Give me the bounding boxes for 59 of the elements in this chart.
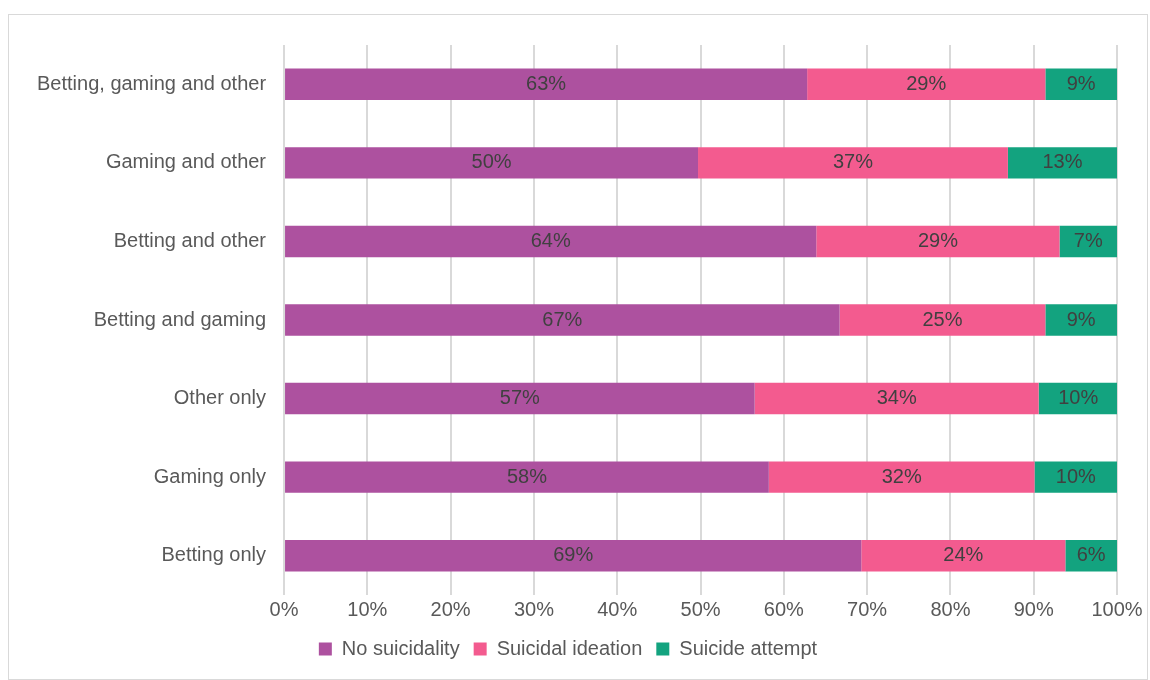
y-tick-label: Betting and other xyxy=(113,228,267,251)
bar xyxy=(839,304,1046,336)
legend-label: Suicidal ideation xyxy=(496,636,643,659)
data-label: 50% xyxy=(471,150,512,173)
data-label: 10% xyxy=(1055,464,1096,487)
legend-label: Suicide attempt xyxy=(679,636,818,659)
data-label: 67% xyxy=(542,307,583,330)
data-label: 29% xyxy=(917,228,959,251)
x-tick-label: 20% xyxy=(430,597,471,620)
y-tick-label: Gaming only xyxy=(153,464,267,487)
y-tick-label: Betting, gaming and other xyxy=(37,71,267,94)
bar xyxy=(1045,304,1117,336)
bar xyxy=(285,382,755,415)
data-label: 34% xyxy=(876,386,917,409)
data-label: 24% xyxy=(943,543,984,566)
data-label: 37% xyxy=(832,150,874,173)
y-tick-label: Betting only xyxy=(161,543,267,566)
x-tick-label: 90% xyxy=(1013,597,1054,620)
y-tick-label: Other only xyxy=(173,386,267,409)
data-label: 63% xyxy=(526,71,567,94)
x-tick-label: 10% xyxy=(347,597,388,620)
x-tick-label: 70% xyxy=(847,597,888,620)
data-label: 32% xyxy=(881,464,922,487)
bar xyxy=(807,68,1046,100)
data-label: 57% xyxy=(499,386,541,409)
bar xyxy=(816,225,1060,258)
bar xyxy=(768,461,1035,493)
bar xyxy=(285,68,808,100)
x-tick-label: 30% xyxy=(513,597,555,620)
y-tick-label: Gaming and other xyxy=(105,150,267,173)
data-label: 58% xyxy=(506,464,548,487)
bar xyxy=(285,304,840,336)
bar xyxy=(285,461,769,493)
bar xyxy=(1034,461,1117,493)
data-label: 6% xyxy=(1076,543,1106,566)
legend-label: No suicidality xyxy=(341,636,460,659)
data-label: 25% xyxy=(922,307,963,330)
x-tick-label: 80% xyxy=(930,597,971,620)
bar xyxy=(698,147,1008,179)
bar xyxy=(285,225,817,258)
bar xyxy=(1007,147,1117,179)
data-label: 10% xyxy=(1058,386,1099,409)
bar xyxy=(861,540,1066,572)
x-tick-label: 0% xyxy=(269,597,299,620)
x-tick-label: 40% xyxy=(597,597,638,620)
data-label: 69% xyxy=(553,543,594,566)
data-label: 13% xyxy=(1042,150,1083,173)
data-label: 7% xyxy=(1073,228,1103,251)
data-label: 9% xyxy=(1066,307,1096,330)
bar xyxy=(285,540,862,572)
bar xyxy=(285,147,699,179)
data-label: 64% xyxy=(530,228,571,251)
data-label: 29% xyxy=(906,71,947,94)
x-tick-label: 100% xyxy=(1091,597,1143,620)
bar xyxy=(754,382,1039,415)
x-tick-label: 60% xyxy=(763,597,805,620)
y-tick-label: Betting and gaming xyxy=(93,307,267,330)
x-tick-label: 50% xyxy=(680,597,721,620)
data-label: 9% xyxy=(1066,71,1096,94)
